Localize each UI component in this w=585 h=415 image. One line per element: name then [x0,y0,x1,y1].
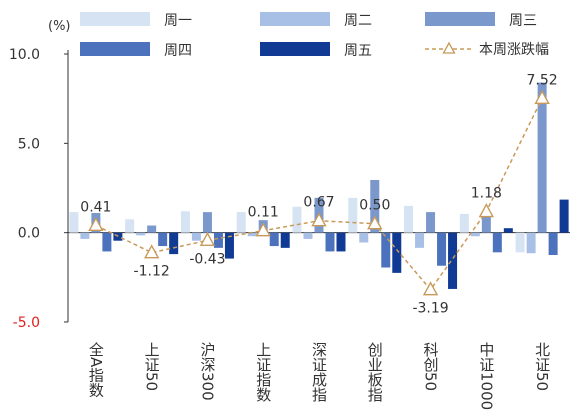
line-point-北证50 [534,89,550,105]
bar-周四-北证50 [548,232,558,255]
data-label-上证指数: 0.11 [248,205,279,221]
bar-周五-上证50 [169,232,179,255]
legend-label: 周四 [164,43,192,59]
bar-周二-上证指数 [247,232,257,237]
bar-周三-北证50 [537,82,547,233]
y-tick-label: -5.0 [13,315,40,331]
bar-周一-全A指数 [69,212,79,233]
bar-周一-深证成指 [292,206,302,233]
x-tick-label: 创业板指 [366,342,384,403]
x-tick-label: 科创50 [422,342,440,391]
bar-周一-上证指数 [236,212,246,233]
line-point-上证50 [143,244,160,259]
line-point-上证指数 [255,222,271,237]
bar-周四-上证指数 [269,232,279,247]
bar-周一-中证1000 [459,213,469,233]
legend-label: 周五 [344,43,372,59]
bars [69,82,569,289]
legend-label: 本周涨跌幅 [479,42,549,58]
bar-周五-科创50 [448,232,458,289]
bar-周二-科创50 [415,232,425,248]
bar-周五-深证成指 [336,232,346,252]
legend-swatch-周一 [80,12,150,26]
bar-周二-沪深300 [191,232,201,241]
bar-周三-上证50 [147,225,157,233]
x-tick-label: 上证50 [143,342,161,391]
bar-周五-创业板指 [392,232,402,273]
x-axis: 全A指数 上证50 沪深300 上证指数 深证成指 创业板指 科创50 中证1000 北证50 [87,341,551,410]
legend-swatch-周四 [80,42,150,56]
bar-周三-创业板指 [370,179,380,233]
y-tick-label: 10.0 [9,47,40,63]
bar-周四-深证成指 [325,232,335,252]
bar-周一-创业板指 [348,197,358,233]
data-label-全A指数: 0.41 [80,199,111,215]
x-tick-label: 深证成指 [310,342,328,403]
x-tick-label: 上证指数 [254,342,272,402]
bar-周二-北证50 [526,232,536,254]
bar-周四-中证1000 [492,232,502,253]
bar-周三-沪深300 [202,212,212,233]
legend-label: 周一 [164,13,192,29]
bar-周二-创业板指 [359,232,369,243]
bar-周一-科创50 [404,205,414,233]
bar-周二-中证1000 [470,232,480,237]
legend-marker-triangle [442,41,456,54]
line-point-深证成指 [311,212,327,227]
bar-周四-沪深300 [213,232,223,248]
legend-swatch-周五 [260,42,330,56]
line-point-创业板指 [367,215,383,230]
bar-周四-科创50 [437,232,447,266]
data-label-中证1000: 1.18 [471,186,502,202]
data-label-科创50: -3.19 [412,301,448,317]
bar-周二-上证50 [136,232,146,236]
line-point-科创50 [422,281,439,296]
y-tick-label: 0.0 [18,226,40,242]
line-point-全A指数 [88,216,104,232]
x-tick-label: 北证50 [533,342,551,391]
weekly-change-line: 0.41 -1.12 -0.43 0.11 0.67 0.50 -3.19 1.18 7.52 [80,72,557,316]
bar-周二-深证成指 [303,232,313,239]
bar-周二-全A指数 [80,232,90,239]
legend-label: 周二 [344,13,372,29]
line-point-中证1000 [478,203,495,218]
bar-周三-科创50 [426,212,436,233]
bar-周四-创业板指 [381,232,391,268]
bar-周五-沪深300 [224,232,234,259]
bar-周五-北证50 [559,199,569,233]
bar-周三-中证1000 [481,215,491,233]
data-label-深证成指: 0.67 [303,195,334,211]
bar-周一-上证50 [125,219,135,233]
legend-swatch-周二 [260,12,330,26]
bar-周四-全A指数 [102,232,112,252]
line-point-沪深300 [199,231,216,247]
bar-周一-北证50 [515,232,525,253]
data-label-上证50: -1.12 [134,264,170,280]
bar-周四-上证50 [158,232,168,247]
bar-周一-沪深300 [180,211,190,233]
legend-swatch-周三 [425,12,495,26]
x-tick-label: 沪深300 [198,342,216,401]
data-label-北证50: 7.52 [527,72,558,88]
y-tick-label: 5.0 [18,136,40,152]
x-tick-label: 全A指数 [87,341,105,397]
bar-周五-上证指数 [280,232,290,248]
unit-label: (%) [48,19,71,34]
bar-周五-中证1000 [503,228,513,233]
data-label-沪深300: -0.43 [189,251,225,267]
data-label-创业板指: 0.50 [359,198,390,214]
x-tick-label: 中证1000 [477,342,495,410]
legend-label: 周三 [509,13,537,29]
